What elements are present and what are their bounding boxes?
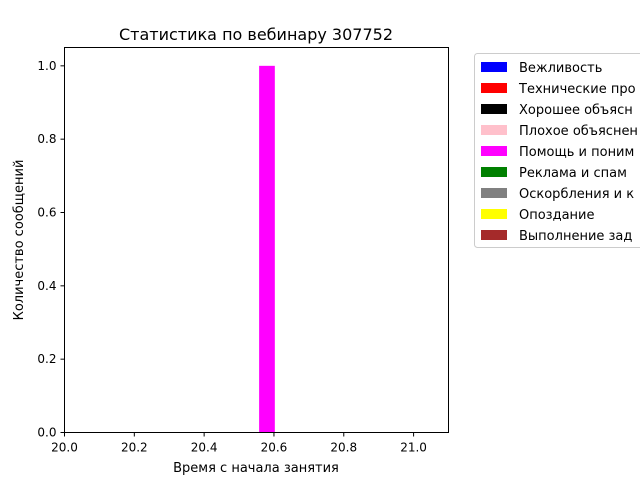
legend-swatch bbox=[481, 146, 507, 156]
y-tick-label: 0.2 bbox=[37, 352, 56, 366]
legend-swatch bbox=[481, 167, 507, 177]
y-axis-ticks: 0.0 0.2 0.4 0.6 0.8 1.0 bbox=[37, 59, 65, 440]
legend-label: Выполнение зад bbox=[519, 229, 632, 244]
legend-label: Реклама и спам bbox=[519, 166, 627, 181]
legend-swatch bbox=[481, 188, 507, 198]
legend-swatch bbox=[481, 104, 507, 114]
x-tick-label: 21.0 bbox=[400, 441, 427, 455]
legend-label: Помощь и поним bbox=[519, 145, 634, 160]
x-tick-label: 20.8 bbox=[330, 441, 357, 455]
legend-label: Хорошее объясн bbox=[519, 103, 633, 118]
x-tick-label: 20.6 bbox=[261, 441, 288, 455]
legend-label: Оскорбления и к bbox=[519, 187, 634, 202]
chart-title: Статистика по вебинару 307752 bbox=[119, 25, 393, 44]
legend-swatch bbox=[481, 209, 507, 219]
legend-swatch bbox=[481, 62, 507, 72]
x-axis-ticks: 20.0 20.2 20.4 20.6 20.8 21.0 bbox=[51, 432, 427, 455]
bars-layer bbox=[259, 65, 275, 433]
legend-swatch bbox=[481, 83, 507, 93]
x-tick-label: 20.0 bbox=[51, 441, 78, 455]
legend-swatch bbox=[481, 230, 507, 240]
legend-label: Вежливость bbox=[519, 61, 602, 76]
legend-frame bbox=[474, 53, 640, 248]
y-tick-label: 0.4 bbox=[37, 279, 56, 293]
legend: Вежливость Технические про Хорошее объясн П… bbox=[474, 53, 640, 248]
plot-area-frame bbox=[64, 47, 449, 433]
bar-4-0 bbox=[259, 65, 275, 433]
y-tick-label: 0.0 bbox=[37, 426, 56, 440]
x-axis-label: Время с начала занятия bbox=[173, 461, 339, 476]
legend-swatch bbox=[481, 125, 507, 135]
y-axis-label: Количество сообщений bbox=[12, 160, 27, 321]
y-tick-label: 0.8 bbox=[37, 132, 56, 146]
legend-label: Плохое объяснен bbox=[519, 124, 638, 139]
x-tick-label: 20.4 bbox=[191, 441, 218, 455]
y-tick-label: 1.0 bbox=[37, 59, 56, 73]
legend-label: Опоздание bbox=[519, 208, 595, 223]
y-tick-label: 0.6 bbox=[37, 206, 56, 220]
x-tick-label: 20.2 bbox=[121, 441, 148, 455]
legend-label: Технические про bbox=[518, 82, 636, 97]
